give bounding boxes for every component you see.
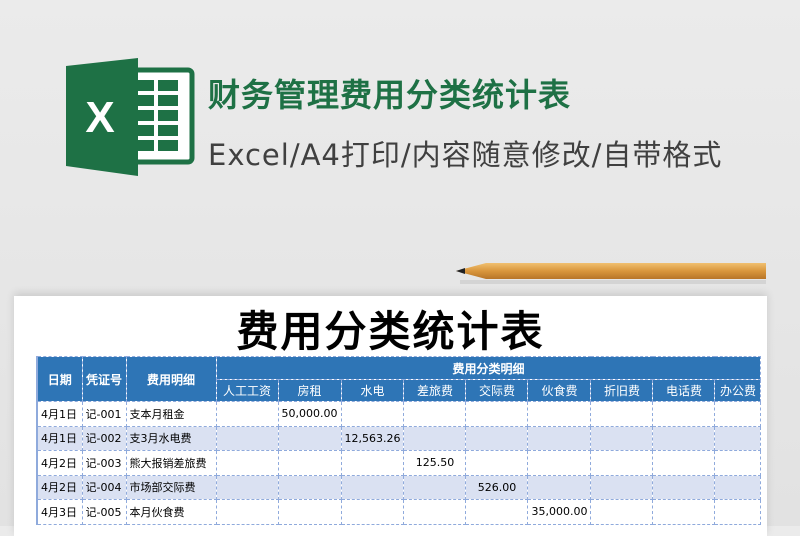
cell-amount[interactable] xyxy=(527,474,592,500)
cell-amount[interactable] xyxy=(403,474,467,500)
header-category: 水电 xyxy=(340,379,405,402)
cell-voucher[interactable]: 记-005 xyxy=(81,499,127,525)
cell-amount[interactable] xyxy=(215,499,279,525)
cell-amount[interactable] xyxy=(714,425,762,451)
cell-amount[interactable] xyxy=(590,499,654,525)
cell-amount[interactable] xyxy=(403,401,467,427)
cell-amount[interactable] xyxy=(215,450,279,476)
cell-amount[interactable] xyxy=(215,401,279,427)
cell-date[interactable]: 4月1日 xyxy=(36,425,83,451)
banner-title: 财务管理费用分类统计表 xyxy=(208,76,572,114)
expense-table: 日期 凭证号 费用明细 费用分类明细 人工工资 房租 水电 差旅费 交际费 伙食费 折旧费电… xyxy=(36,356,762,525)
cell-amount[interactable] xyxy=(590,401,654,427)
cell-amount[interactable] xyxy=(652,499,716,525)
cell-amount[interactable] xyxy=(277,425,342,451)
cell-amount[interactable] xyxy=(465,401,529,427)
header-voucher: 凭证号 xyxy=(81,356,127,402)
table-row: 4月1日 记-002 支3月水电费 12,563.26 xyxy=(36,425,762,451)
cell-amount[interactable] xyxy=(714,450,762,476)
cell-amount[interactable] xyxy=(652,425,716,451)
cell-date[interactable]: 4月2日 xyxy=(36,474,83,500)
cell-amount[interactable] xyxy=(465,499,529,525)
cell-voucher[interactable]: 记-002 xyxy=(81,425,127,451)
banner-subtitle: Excel/A4打印/内容随意修改/自带格式 xyxy=(208,138,723,172)
cell-amount[interactable] xyxy=(215,474,279,500)
header-category: 人工工资 xyxy=(215,379,279,402)
header-date: 日期 xyxy=(36,356,83,402)
cell-amount[interactable] xyxy=(527,425,592,451)
header-category: 电话费 xyxy=(652,379,716,402)
cell-amount[interactable] xyxy=(652,401,716,427)
cell-amount[interactable] xyxy=(527,450,592,476)
excel-logo-icon: X xyxy=(66,58,195,176)
header-category: 交际费 xyxy=(465,379,529,402)
cell-amount[interactable] xyxy=(465,450,529,476)
cell-amount[interactable] xyxy=(340,499,405,525)
cell-amount[interactable] xyxy=(403,499,467,525)
header-category: 房租 xyxy=(277,379,342,402)
cell-detail[interactable]: 熊大报销差旅费 xyxy=(125,450,217,476)
cell-amount[interactable]: 35,000.00 xyxy=(527,499,592,525)
cell-amount[interactable]: 526.00 xyxy=(465,474,529,500)
header-category: 伙食费 xyxy=(527,379,592,402)
cell-detail[interactable]: 市场部交际费 xyxy=(125,474,217,500)
cell-date[interactable]: 4月1日 xyxy=(36,401,83,427)
cell-detail[interactable]: 本月伙食费 xyxy=(125,499,217,525)
cell-date[interactable]: 4月2日 xyxy=(36,450,83,476)
cell-amount[interactable] xyxy=(714,474,762,500)
cell-amount[interactable] xyxy=(403,425,467,451)
header-category-group: 费用分类明细 xyxy=(215,356,762,380)
table-row: 4月1日 记-001 支本月租金 50,000.00 xyxy=(36,401,762,427)
cell-amount[interactable]: 12,563.26 xyxy=(340,425,405,451)
cell-amount[interactable] xyxy=(652,474,716,500)
svg-text:X: X xyxy=(85,93,114,142)
cell-detail[interactable]: 支本月租金 xyxy=(125,401,217,427)
cell-detail[interactable]: 支3月水电费 xyxy=(125,425,217,451)
pencil-icon xyxy=(456,263,766,284)
cell-amount[interactable] xyxy=(340,474,405,500)
cell-amount[interactable] xyxy=(340,401,405,427)
cell-amount[interactable] xyxy=(590,450,654,476)
cell-date[interactable]: 4月3日 xyxy=(36,499,83,525)
cell-amount[interactable] xyxy=(277,450,342,476)
header-category: 办公费 xyxy=(714,379,762,402)
cell-voucher[interactable]: 记-001 xyxy=(81,401,127,427)
table-row: 4月3日 记-005 本月伙食费 35,000.00 xyxy=(36,499,762,525)
header-detail: 费用明细 xyxy=(125,356,217,402)
cell-amount[interactable] xyxy=(590,425,654,451)
cell-voucher[interactable]: 记-004 xyxy=(81,474,127,500)
cell-amount[interactable] xyxy=(527,401,592,427)
cell-amount[interactable] xyxy=(590,474,654,500)
header-category: 折旧费 xyxy=(590,379,654,402)
sheet-title: 费用分类统计表 xyxy=(236,307,545,356)
cell-amount[interactable] xyxy=(340,450,405,476)
cell-amount[interactable] xyxy=(714,401,762,427)
cell-voucher[interactable]: 记-003 xyxy=(81,450,127,476)
cell-amount[interactable]: 50,000.00 xyxy=(277,401,342,427)
cell-amount[interactable] xyxy=(277,474,342,500)
cell-amount[interactable] xyxy=(277,499,342,525)
cell-amount[interactable] xyxy=(465,425,529,451)
cell-amount[interactable] xyxy=(714,499,762,525)
cell-amount[interactable] xyxy=(215,425,279,451)
spreadsheet-preview: 费用分类统计表 日期 凭证号 费用明细 费用分类明细 人工工资 房租 水电 差旅费 交际… xyxy=(14,296,767,536)
table-row: 4月2日 记-004 市场部交际费 526.00 xyxy=(36,474,762,500)
header-category: 差旅费 xyxy=(403,379,467,402)
cell-amount[interactable] xyxy=(652,450,716,476)
cell-amount[interactable]: 125.50 xyxy=(403,450,467,476)
table-row: 4月2日 记-003 熊大报销差旅费 125.50 xyxy=(36,450,762,476)
